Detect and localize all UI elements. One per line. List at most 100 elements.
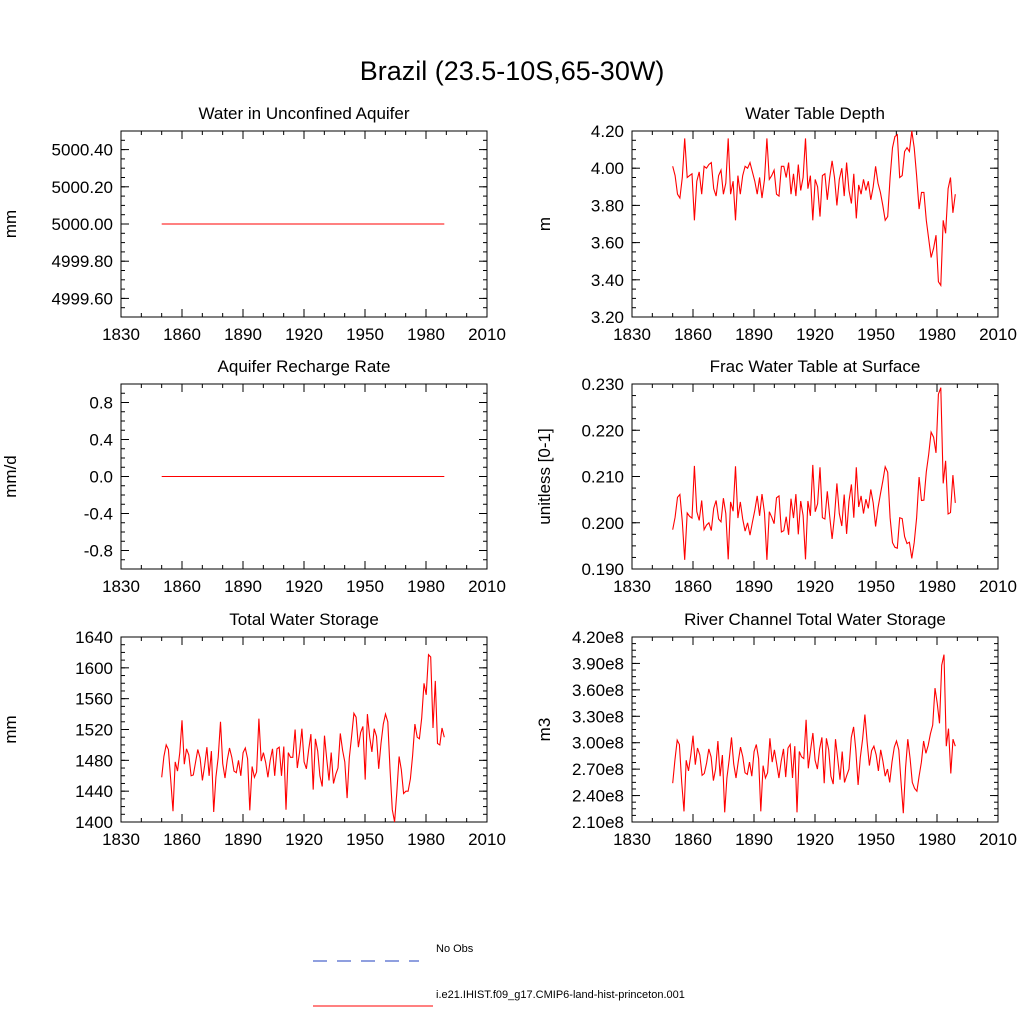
legend-model-line [313,994,433,1007]
panel-2-xtick-label: 1950 [857,325,895,344]
panel-6-series-line [672,654,956,814]
panel-5-frame [120,636,488,823]
legend-obs-line-svg [313,960,419,962]
panel-2-xtick-label: 1890 [735,325,773,344]
panel-2-ylabel: m [535,217,554,231]
panel-6-xtick-label: 1920 [796,830,834,849]
panel-2-xtick-label: 1980 [918,325,956,344]
panel-2-ytick-label: 3.80 [591,196,624,215]
panel-3-xtick-label: 1920 [285,577,323,596]
panel-4-xtick-label: 1920 [796,577,834,596]
panel-3-ytick-label: -0.8 [84,542,113,561]
panel-3-xtick-label: 2010 [468,577,506,596]
panel-3-ytick-label: 0.0 [89,468,113,487]
panel-4-xtick-label: 2010 [979,577,1017,596]
legend-model-label: i.e21.IHIST.f09_g17.CMIP6-land-hist-prin… [436,989,685,1001]
panel-2-xtick-label: 1860 [674,325,712,344]
panel-6-title: River Channel Total Water Storage [684,610,946,629]
panel-2-xtick-label: 2010 [979,325,1017,344]
panel-5-xtick-label: 1920 [285,830,323,849]
panel-6-ytick-label: 2.10e8 [572,813,624,832]
panel-4-title: Frac Water Table at Surface [710,357,921,376]
panel-1-xtick-label: 2010 [468,325,506,344]
panel-4-ylabel: unitless [0-1] [535,428,554,524]
panel-2-ytick-label: 4.20 [591,122,624,141]
panel-3-xtick-label: 1830 [102,577,140,596]
panel-4-ytick-label: 0.190 [581,560,624,579]
panel-1-ylabel: mm [1,210,20,238]
panel-3-ylabel: mm/d [1,455,20,498]
panel-4-xtick-label: 1860 [674,577,712,596]
panel-5-ytick-label: 1560 [75,690,113,709]
panel-6-xtick-label: 1950 [857,830,895,849]
panel-1-xtick-label: 1950 [346,325,384,344]
panel-5-xtick-label: 1830 [102,830,140,849]
panel-2-ytick-label: 3.20 [591,308,624,327]
panel-5-ytick-label: 1440 [75,782,113,801]
panel-5-ytick-label: 1640 [75,628,113,647]
panel-4-ytick-label: 0.210 [581,468,624,487]
panel-2-xtick-label: 1830 [613,325,651,344]
panel-5-ytick-label: 1600 [75,659,113,678]
panel-5-xtick-label: 1860 [163,830,201,849]
legend-model-line-svg [313,1005,433,1007]
panel-3-xtick-label: 1980 [407,577,445,596]
panel-1-xtick-label: 1860 [163,325,201,344]
figure-title: Brazil (23.5-10S,65-30W) [359,56,665,86]
panel-6-ytick-label: 4.20e8 [572,628,624,647]
panel-1-xtick-label: 1830 [102,325,140,344]
panel-5-xtick-label: 1950 [346,830,384,849]
panel-4-ytick-label: 0.200 [581,514,624,533]
panel-3-title: Aquifer Recharge Rate [218,357,391,376]
panel-5-xtick-label: 1980 [407,830,445,849]
panel-2-title: Water Table Depth [745,104,885,123]
panel-4-xtick-label: 1980 [918,577,956,596]
panel-4-ytick-label: 0.220 [581,421,624,440]
panel-6-xtick-label: 1860 [674,830,712,849]
panel-2-ytick-label: 3.60 [591,234,624,253]
legend-obs-line [313,949,419,962]
panel-5-ytick-label: 1480 [75,751,113,770]
panel-6-xtick-label: 1830 [613,830,651,849]
panel-5-xtick-label: 1890 [224,830,262,849]
panel-1-title: Water in Unconfined Aquifer [198,104,409,123]
panel-1-xtick-label: 1890 [224,325,262,344]
panel-6-xtick-label: 1890 [735,830,773,849]
panel-1-xtick-label: 1920 [285,325,323,344]
panel-4-xtick-label: 1950 [857,577,895,596]
panel-6-frame [631,636,999,823]
panel-5-ylabel: mm [1,715,20,743]
panel-4-series-line [672,387,956,560]
panel-5-xtick-label: 2010 [468,830,506,849]
panel-3-xtick-label: 1860 [163,577,201,596]
panel-6-ytick-label: 2.70e8 [572,760,624,779]
panel-1-ytick-label: 5000.00 [52,215,113,234]
panel-6-ytick-label: 3.90e8 [572,654,624,673]
panel-6-ytick-label: 3.30e8 [572,707,624,726]
legend-obs-label: No Obs [436,943,474,955]
panel-1-ytick-label: 5000.40 [52,141,113,160]
panel-3-ytick-label: 0.4 [89,431,113,450]
panel-4-ytick-label: 0.230 [581,375,624,394]
panel-4-xtick-label: 1890 [735,577,773,596]
panel-1-ytick-label: 5000.20 [52,178,113,197]
panel-6-ytick-label: 3.60e8 [572,681,624,700]
panel-5-series-line [161,653,445,823]
panel-2-ytick-label: 3.40 [591,271,624,290]
panel-6-xtick-label: 1980 [918,830,956,849]
panel-3-xtick-label: 1890 [224,577,262,596]
panel-5-ytick-label: 1520 [75,721,113,740]
panel-3-ytick-label: -0.4 [84,505,113,524]
panel-4-xtick-label: 1830 [613,577,651,596]
panel-5-title: Total Water Storage [229,610,379,629]
panel-2-series-line [672,130,956,288]
panel-1-ytick-label: 4999.60 [52,289,113,308]
panel-6-xtick-label: 2010 [979,830,1017,849]
panel-2-ytick-label: 4.00 [591,159,624,178]
panel-1-xtick-label: 1980 [407,325,445,344]
panel-3-ytick-label: 0.8 [89,394,113,413]
panel-2-xtick-label: 1920 [796,325,834,344]
panel-6-ytick-label: 3.00e8 [572,734,624,753]
panel-3-xtick-label: 1950 [346,577,384,596]
